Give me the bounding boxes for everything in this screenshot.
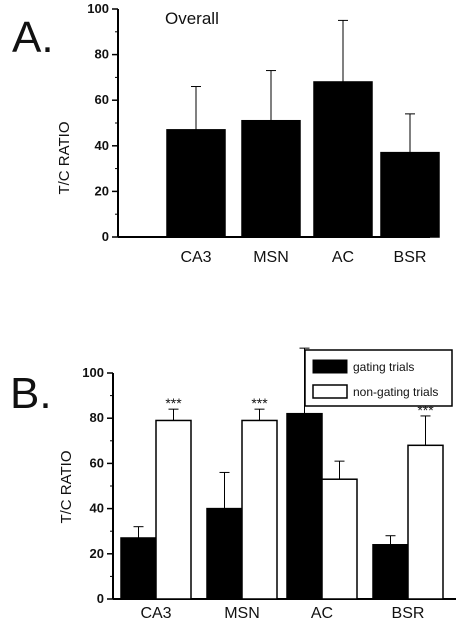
y-tick-label: 80 — [95, 47, 109, 62]
y-tick-label: 40 — [90, 501, 104, 516]
panel-a-y-axis-title: T/C RATIO — [56, 121, 73, 194]
panel-b-y-ticks: 0 20 40 60 80 100 — [82, 365, 113, 606]
significance-marker: *** — [165, 395, 182, 411]
legend-swatch-gating — [312, 359, 348, 374]
y-tick-label: 40 — [95, 138, 109, 153]
bar — [120, 537, 157, 600]
y-tick-label: 100 — [87, 1, 109, 16]
category-label: AC — [332, 249, 354, 266]
category-label: CA3 — [180, 249, 211, 266]
bar — [313, 81, 373, 238]
bar — [155, 419, 192, 600]
y-tick-label: 80 — [90, 410, 104, 425]
bar — [166, 129, 226, 238]
panel-a: A. Overall T/C RATIO 0 20 40 60 80 100 CA3 MSN… — [12, 1, 440, 266]
bar — [372, 544, 409, 600]
panel-b-y-axis-title: T/C RATIO — [58, 450, 75, 523]
bar — [241, 119, 301, 238]
category-label: BSR — [394, 249, 427, 266]
panel-a-bars — [166, 19, 440, 238]
legend-label-non-gating: non-gating trials — [353, 385, 438, 399]
panel-a-y-ticks: 0 20 40 60 80 100 — [87, 1, 118, 244]
panel-a-label: A. — [12, 13, 54, 62]
legend-swatch-non-gating — [312, 384, 348, 399]
panel-b: B. T/C RATIO 0 20 40 60 80 100 CA3 MSN AC BSR **… — [10, 347, 456, 622]
significance-marker: *** — [251, 395, 268, 411]
bar — [407, 444, 444, 600]
y-tick-label: 0 — [97, 591, 104, 606]
category-label: MSN — [224, 605, 260, 622]
category-label: AC — [311, 605, 333, 622]
panel-b-legend: gating trials non-gating trials — [304, 349, 453, 407]
category-label: MSN — [253, 249, 289, 266]
category-label: CA3 — [140, 605, 171, 622]
panel-b-label: B. — [10, 369, 52, 418]
bar — [286, 412, 323, 600]
legend-label-gating: gating trials — [353, 360, 414, 374]
y-tick-label: 20 — [90, 546, 104, 561]
bar — [321, 478, 358, 600]
panel-b-bars — [120, 347, 444, 600]
y-tick-label: 60 — [90, 455, 104, 470]
y-tick-label: 20 — [95, 183, 109, 198]
y-tick-label: 0 — [102, 229, 109, 244]
category-label: BSR — [392, 605, 425, 622]
bar — [380, 151, 440, 238]
bar — [241, 419, 278, 600]
y-tick-label: 60 — [95, 92, 109, 107]
panel-a-category-labels: CA3 MSN AC BSR — [180, 249, 426, 266]
bar — [206, 507, 243, 600]
y-tick-label: 100 — [82, 365, 104, 380]
panel-a-title: Overall — [165, 9, 219, 28]
panel-b-category-labels: CA3 MSN AC BSR — [140, 605, 424, 622]
